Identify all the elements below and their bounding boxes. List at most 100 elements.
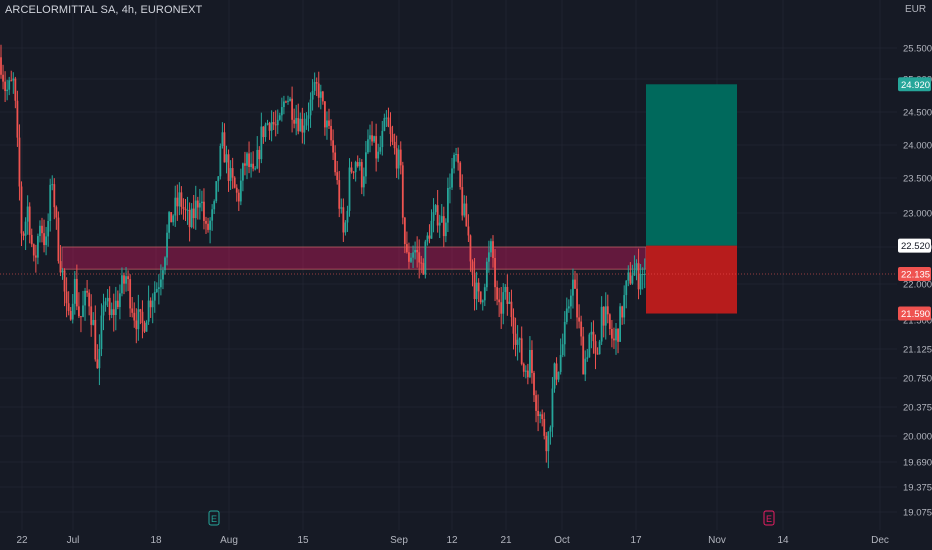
candle-body [43,233,45,246]
candle-body [80,316,82,318]
candle-body [547,431,550,452]
candle-body [338,180,341,209]
candle-body [529,350,531,378]
entry-price-badge[interactable]: 22.520 [898,238,931,253]
candle-body [594,341,597,354]
candle-body [75,278,78,307]
candle-body [430,220,433,239]
candle-body [535,395,537,411]
candle-body [584,358,587,375]
candle-body [289,98,291,101]
earnings-marker[interactable] [208,510,220,526]
candle-body [198,203,201,208]
candle-body [162,270,164,280]
stop-zone[interactable] [646,245,737,314]
candle-body [471,261,474,273]
candle-body [479,291,482,303]
resistance-zone[interactable] [61,246,647,270]
candle-body [266,123,269,125]
candle-body [102,305,105,316]
candle-body [225,154,228,163]
candle-body [524,370,527,372]
candle-body [504,286,507,293]
candle-body [582,336,585,375]
x-axis-tick-label: 22 [16,535,28,546]
candle-body [297,118,300,132]
candle-body [578,317,580,322]
candle-body [406,244,408,253]
candle-body [604,306,607,326]
x-axis-tick-label: 21 [500,535,512,546]
candle-body [598,341,601,355]
candle-body [278,115,281,120]
candle-body [192,208,195,219]
y-axis-tick-label: 21.125 [903,345,932,356]
y-axis-tick-label: 19.690 [903,458,932,469]
candle-body [153,291,156,301]
candle-body [250,163,252,167]
candle-body [565,308,568,322]
candle-body [213,201,216,210]
candle-body [596,353,599,355]
candle-body [209,220,211,230]
symbol-title[interactable]: ARCELORMITTAL SA, 4h, EURONEXT [5,4,203,16]
y-axis-tick-label: 19.075 [903,508,932,519]
candle-body [280,107,283,116]
candle-body [559,355,562,372]
candle-body [215,181,218,202]
candle-body [119,293,121,308]
candle-body [229,168,232,181]
candle-body [53,184,56,208]
candle-body [108,297,111,315]
candle-body [4,81,6,92]
candle-body [196,200,199,208]
candle-body [490,241,492,253]
candle-body [174,197,177,216]
candle-body [326,120,328,128]
candle-body [463,203,466,216]
candle-body [570,295,572,307]
candle-body [135,320,138,330]
candle-body [131,308,134,313]
y-axis-tick-label: 20.375 [903,403,932,414]
candle-body [334,152,337,173]
candle-body [37,236,39,258]
y-axis-tick-label: 24.500 [903,108,932,119]
candle-body [92,319,95,325]
candle-body [231,168,234,178]
candle-body [172,215,175,223]
candle-body [512,317,515,334]
candle-body [283,101,285,108]
y-axis-tick-label: 25.500 [903,44,932,55]
candle-body [588,334,591,358]
candle-body [422,262,425,275]
stop-price-badge[interactable]: 21.590 [898,306,931,321]
earnings-marker[interactable] [763,510,775,526]
candle-body [461,187,464,216]
candle-body [45,236,47,246]
candle-body [110,309,113,315]
candle-body [2,74,4,82]
candle-body [358,162,361,167]
candle-body [147,300,150,322]
candle-body [262,126,265,138]
candle-body [369,135,371,140]
candle-body [520,338,523,364]
candle-body [311,90,314,100]
candle-body [71,303,74,320]
candle-body [49,184,52,221]
candle-body [157,287,160,289]
target-price-badge[interactable]: 24.920 [898,77,931,92]
candle-body [268,123,271,131]
candle-body [293,119,296,124]
candle-body [291,98,293,120]
current-price-badge[interactable]: 22.135 [898,267,931,282]
y-axis-tick-label: 21.500 [903,316,932,327]
target-zone[interactable] [646,84,737,246]
candle-body [608,314,611,329]
candle-body [170,212,173,223]
candle-body [494,258,496,288]
candle-body [145,321,148,332]
price-axis-panel[interactable]: 25.50025.00024.50024.00023.50023.00022.5… [897,0,932,550]
